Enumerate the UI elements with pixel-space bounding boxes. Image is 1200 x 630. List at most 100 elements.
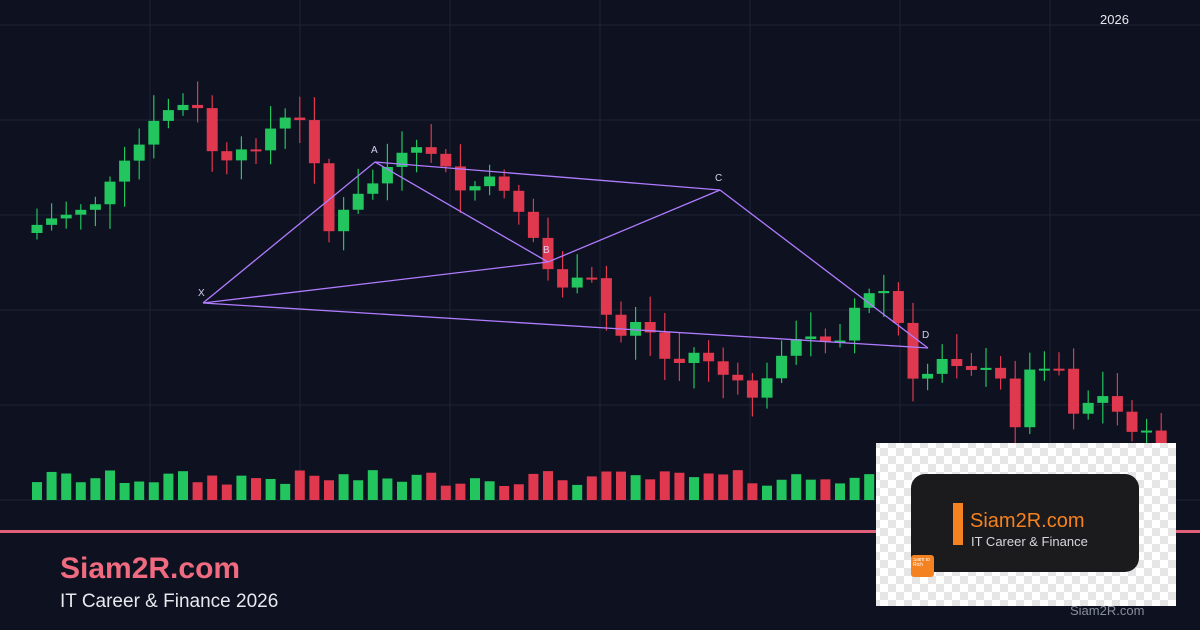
candle-body <box>703 352 715 362</box>
candle-body <box>819 336 831 342</box>
pattern-label: A <box>371 145 378 156</box>
candle-body <box>513 190 525 212</box>
volume-bar <box>236 475 247 500</box>
candle-body <box>878 291 890 294</box>
candle-body <box>206 108 218 152</box>
pattern-line <box>202 302 929 349</box>
candle-body <box>31 224 43 233</box>
volume-bar <box>455 483 466 500</box>
candle-body <box>746 380 758 398</box>
volume-bar <box>586 476 597 500</box>
logo-card: Siam2R.com IT Career & Finance Siam to R… <box>876 443 1176 606</box>
volume-bar <box>572 484 583 500</box>
volume-bar <box>61 473 72 500</box>
volume-bar <box>221 484 232 500</box>
volume-bar <box>703 473 714 500</box>
candle-body <box>148 120 160 145</box>
candle-body <box>352 193 364 210</box>
candle-body <box>119 160 131 182</box>
volume-bar <box>630 475 641 500</box>
candle-body <box>951 358 963 367</box>
volume-bar <box>338 474 349 500</box>
volume-bar <box>484 481 495 500</box>
volume-bar <box>294 470 305 500</box>
candle-body <box>673 358 685 363</box>
candle-body <box>89 204 101 210</box>
candle-body <box>1126 411 1138 432</box>
volume-bar <box>762 485 772 500</box>
candle-body <box>279 117 291 129</box>
candle-body <box>907 322 919 379</box>
volume-bar <box>601 471 612 500</box>
logo-bar <box>953 503 963 545</box>
pattern-label: B <box>543 245 550 256</box>
candle-body <box>192 104 204 109</box>
logo-badge-text: Siam to Rich <box>913 558 930 568</box>
footer-title: Siam2R.com <box>60 552 240 585</box>
candle-body <box>834 340 846 343</box>
candle-body <box>221 151 233 161</box>
volume-bar <box>148 482 159 500</box>
volume-bar <box>659 471 670 500</box>
candle-body <box>265 128 277 151</box>
pattern-line <box>374 161 721 191</box>
candle-body <box>863 293 875 308</box>
volume-bar <box>776 479 787 500</box>
candle-body <box>454 166 466 191</box>
candle-body <box>1082 402 1094 414</box>
candle-body <box>1141 430 1153 433</box>
volume-bar <box>820 479 831 500</box>
volume-bar <box>207 475 218 500</box>
candle-body <box>849 307 861 341</box>
logo-title: Siam2R.com <box>970 510 1084 532</box>
candle-body <box>965 366 977 370</box>
volume-bar <box>90 478 101 500</box>
volume-bar <box>470 478 480 500</box>
candle-body <box>396 152 408 167</box>
candle-body <box>1068 368 1080 414</box>
candle-body <box>980 367 992 370</box>
candle-body <box>294 117 306 121</box>
volume-bar <box>32 482 42 500</box>
harmonic-pattern: X A B C D <box>198 145 929 349</box>
candle-body <box>1024 369 1036 428</box>
candle-body <box>922 373 934 379</box>
candle-body <box>600 278 612 315</box>
candle-body <box>688 352 700 363</box>
volume-bar <box>353 480 364 500</box>
volume-bar <box>397 481 407 500</box>
candle-body <box>644 321 656 333</box>
pattern-line <box>719 189 929 349</box>
candle-body <box>177 104 189 111</box>
pattern-line <box>374 161 549 263</box>
volume-bar <box>163 473 174 500</box>
grid <box>0 0 1200 501</box>
volume-bar <box>864 474 875 500</box>
volume-bar <box>134 481 145 500</box>
volume-bar <box>367 470 378 500</box>
volume-bar <box>105 470 115 500</box>
pattern-label: C <box>715 173 722 184</box>
candle-body <box>659 332 671 359</box>
volume-bar <box>645 479 656 500</box>
volume-bar <box>557 480 568 500</box>
candle-body <box>381 166 393 184</box>
candle-body <box>586 277 598 280</box>
candle-body <box>776 355 788 379</box>
volume-bar <box>674 472 685 500</box>
candle-body <box>367 183 379 194</box>
pattern-line <box>547 189 721 263</box>
volume-bar <box>75 482 86 500</box>
candle-body <box>60 214 72 219</box>
candle-body <box>527 211 539 238</box>
candle-body <box>235 149 247 161</box>
year-label: 2026 <box>1100 12 1129 27</box>
candle-body <box>936 358 948 374</box>
volume-bar <box>251 478 261 500</box>
volume-bar <box>119 482 130 500</box>
candle-body <box>1009 378 1021 428</box>
candle-body <box>308 120 320 164</box>
candle-body <box>75 209 87 215</box>
candle-body <box>1097 396 1109 403</box>
